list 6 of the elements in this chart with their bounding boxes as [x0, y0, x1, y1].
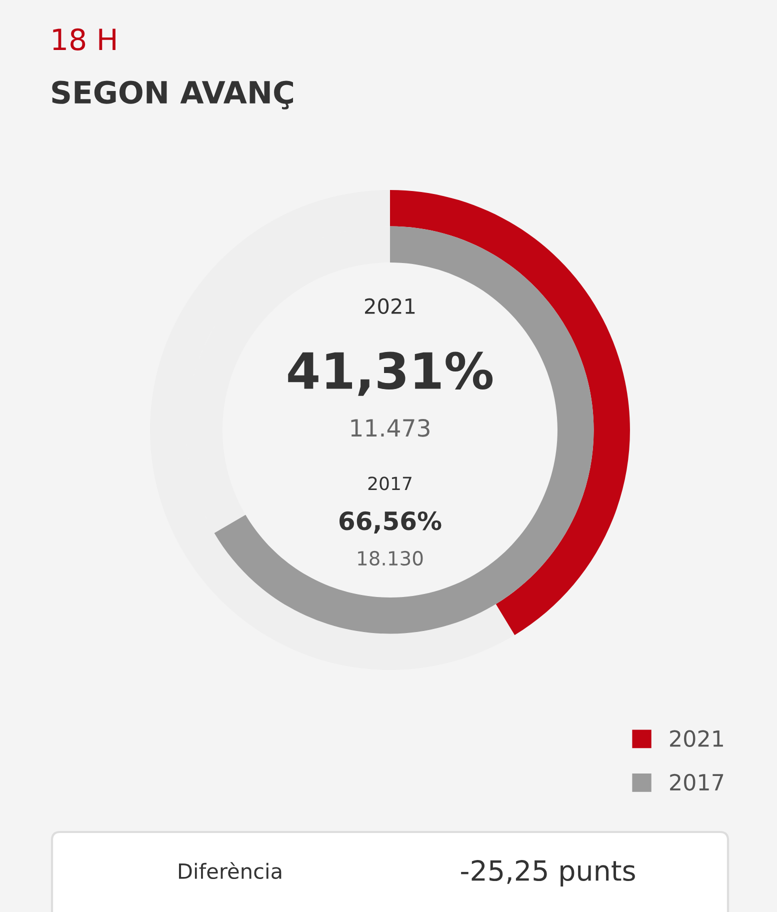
text: -25,25 punts — [461, 860, 635, 886]
text: Diferència — [178, 862, 282, 880]
chart-title: SEGON AVANÇ — [52, 80, 294, 110]
legend-label: 2021 — [670, 730, 723, 747]
legend-label: 2017 — [670, 774, 724, 791]
chart-subtitle: 18 H — [53, 28, 116, 50]
